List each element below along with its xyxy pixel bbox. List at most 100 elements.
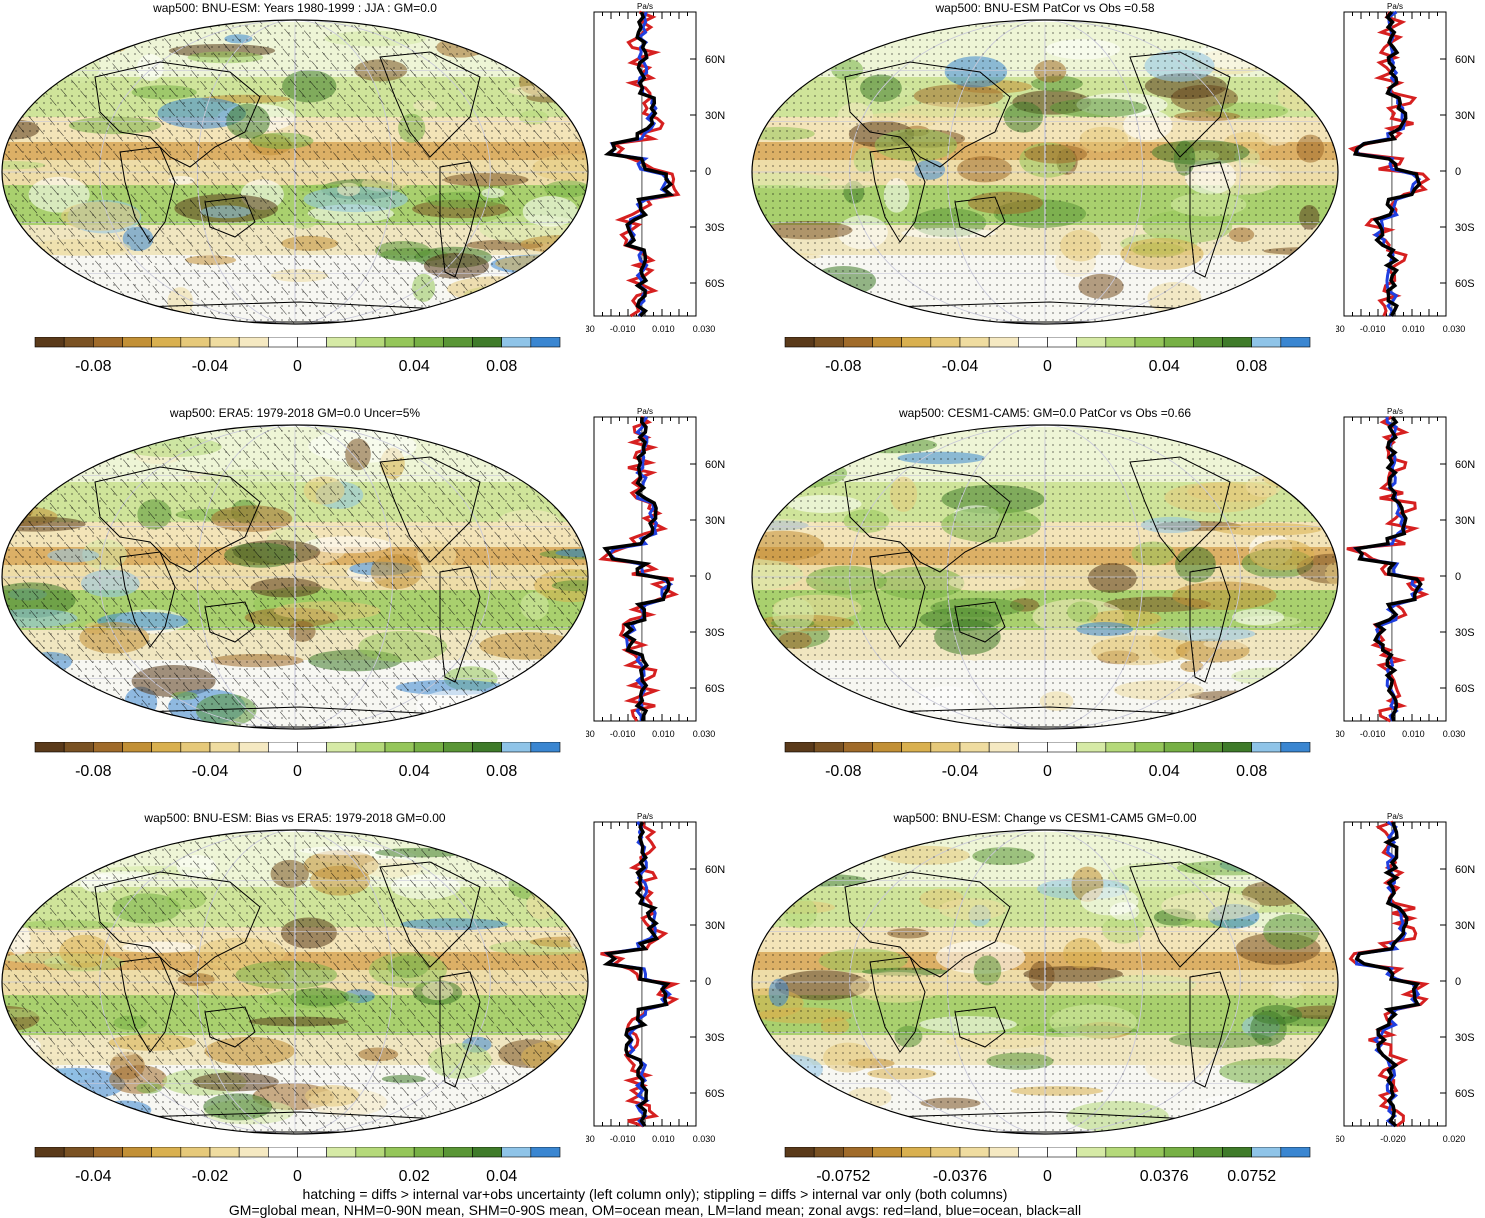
profile-unit: Pa/s <box>1387 2 1403 11</box>
profile-ytick: 30N <box>705 920 725 932</box>
profile-ytick: 30N <box>1455 515 1475 527</box>
colorbar-swatch <box>813 337 844 348</box>
colorbar-swatch <box>151 1147 182 1158</box>
profile-ytick: 30N <box>1455 920 1475 932</box>
profile-ytick: 60N <box>705 459 725 471</box>
colorbar-label: -0.04 <box>192 358 229 375</box>
profile-line-land <box>1347 11 1431 317</box>
profile-ytick: 60S <box>705 278 725 290</box>
colorbar: -0.0752 -0.0376 0 0.0376 0.0752 <box>784 1147 1311 1185</box>
profile-ytick: 30S <box>705 627 725 639</box>
colorbar-swatch <box>413 742 444 753</box>
colorbar-label: 0 <box>1043 763 1052 780</box>
colorbar-swatch <box>1222 742 1252 753</box>
colorbar-swatch <box>930 1147 961 1158</box>
colorbar-swatch <box>930 742 961 753</box>
profile-line-land <box>600 821 681 1128</box>
colorbar-swatch <box>297 1147 327 1158</box>
profile-xtick: 0.030 <box>693 729 716 739</box>
profile-ytick: 30S <box>705 222 725 234</box>
colorbar-swatch <box>501 742 532 753</box>
profile-ytick: 30N <box>705 110 725 122</box>
colorbar-label: -0.04 <box>942 763 979 780</box>
panel-title: wap500: BNU-ESM: Years 1980-1999 : JJA :… <box>153 1 437 15</box>
colorbar-swatch <box>530 1147 561 1158</box>
profile-xtick: -0.010 <box>1360 729 1386 739</box>
colorbar-swatch <box>1105 337 1136 348</box>
colorbar-swatch <box>122 1147 152 1158</box>
profile-ytick: 0 <box>705 976 711 988</box>
colorbar-swatch <box>413 337 444 348</box>
colorbar-swatch <box>784 742 815 753</box>
colorbar-label: -0.02 <box>192 1168 229 1185</box>
colorbar-swatch <box>443 1147 473 1158</box>
colorbar-swatch <box>355 1147 386 1158</box>
profile-ytick: 60N <box>1455 459 1475 471</box>
colorbar-swatch <box>530 337 561 348</box>
profile-unit: Pa/s <box>637 407 653 416</box>
colorbar-swatch <box>501 337 532 348</box>
profile-ytick: 60N <box>1455 864 1475 876</box>
colorbar-swatch <box>268 1147 298 1158</box>
colorbar-label: 0.08 <box>1236 358 1267 375</box>
colorbar-label: 0 <box>1043 358 1052 375</box>
colorbar-swatch <box>63 337 94 348</box>
colorbar-swatch <box>1163 742 1194 753</box>
colorbar-swatch <box>1163 1147 1194 1158</box>
colorbar-swatch <box>1134 1147 1165 1158</box>
profile-ytick: 30S <box>705 1032 725 1044</box>
colorbar-label: -0.08 <box>75 763 112 780</box>
colorbar-swatch <box>413 1147 444 1158</box>
colorbar-swatch <box>326 1147 357 1158</box>
colorbar-label: 0.0376 <box>1140 1168 1189 1185</box>
profile-xtick: -0.030 <box>586 1134 595 1144</box>
colorbar-swatch <box>122 337 152 348</box>
profile-ytick: 0 <box>1455 571 1461 583</box>
colorbar-swatch <box>1193 337 1223 348</box>
colorbar-label: -0.08 <box>825 358 862 375</box>
colorbar-swatch <box>1076 1147 1107 1158</box>
panel-title: wap500: BNU-ESM: Change vs CESM1-CAM5 GM… <box>893 811 1197 825</box>
profile-ytick: 30S <box>1455 627 1475 639</box>
profile-xtick: -0.020 <box>1380 1134 1406 1144</box>
map-panel <box>751 829 1339 1135</box>
colorbar-swatch <box>34 337 65 348</box>
colorbar-swatch <box>1105 742 1136 753</box>
colorbar-label: 0.04 <box>399 763 430 780</box>
colorbar-swatch <box>501 1147 532 1158</box>
colorbar-swatch <box>1018 337 1048 348</box>
panel-title: wap500: BNU-ESM: Bias vs ERA5: 1979-2018… <box>144 811 446 825</box>
colorbar-swatch <box>238 742 269 753</box>
colorbar-swatch <box>901 1147 932 1158</box>
profile-xtick: 0.010 <box>652 324 675 334</box>
colorbar-swatch <box>151 742 182 753</box>
profile-xtick: 0.030 <box>693 324 716 334</box>
map-panel <box>1 424 589 730</box>
colorbar-label: -0.08 <box>825 763 862 780</box>
colorbar-swatch <box>151 337 182 348</box>
profile-line-all <box>1354 821 1421 1128</box>
colorbar-swatch <box>1251 742 1282 753</box>
colorbar-label: 0 <box>293 763 302 780</box>
colorbar-swatch <box>872 337 902 348</box>
profile-xtick: 0.010 <box>1402 729 1425 739</box>
profile-line-ocean <box>607 11 675 317</box>
colorbar-swatch <box>63 1147 94 1158</box>
colorbar-label: -0.08 <box>75 358 112 375</box>
zonal-profile: Pa/s 60N 30N 0 30S 60S -0.060 -0.020 0.020 <box>1336 812 1475 1144</box>
colorbar-label: 0.04 <box>1149 358 1180 375</box>
profile-xtick: -0.030 <box>1336 729 1345 739</box>
colorbar-swatch <box>1280 742 1311 753</box>
colorbar-swatch <box>959 1147 990 1158</box>
profile-ytick: 60N <box>705 864 725 876</box>
colorbar-label: -0.04 <box>75 1168 112 1185</box>
colorbar-swatch <box>1134 742 1165 753</box>
profile-line-land <box>598 415 680 722</box>
colorbar-swatch <box>268 742 298 753</box>
colorbar-swatch <box>384 337 415 348</box>
colorbar-label: -0.04 <box>192 763 229 780</box>
profile-ytick: 0 <box>1455 976 1461 988</box>
map-panel <box>751 424 1339 730</box>
profile-ytick: 60N <box>705 54 725 66</box>
colorbar-swatch <box>813 1147 844 1158</box>
